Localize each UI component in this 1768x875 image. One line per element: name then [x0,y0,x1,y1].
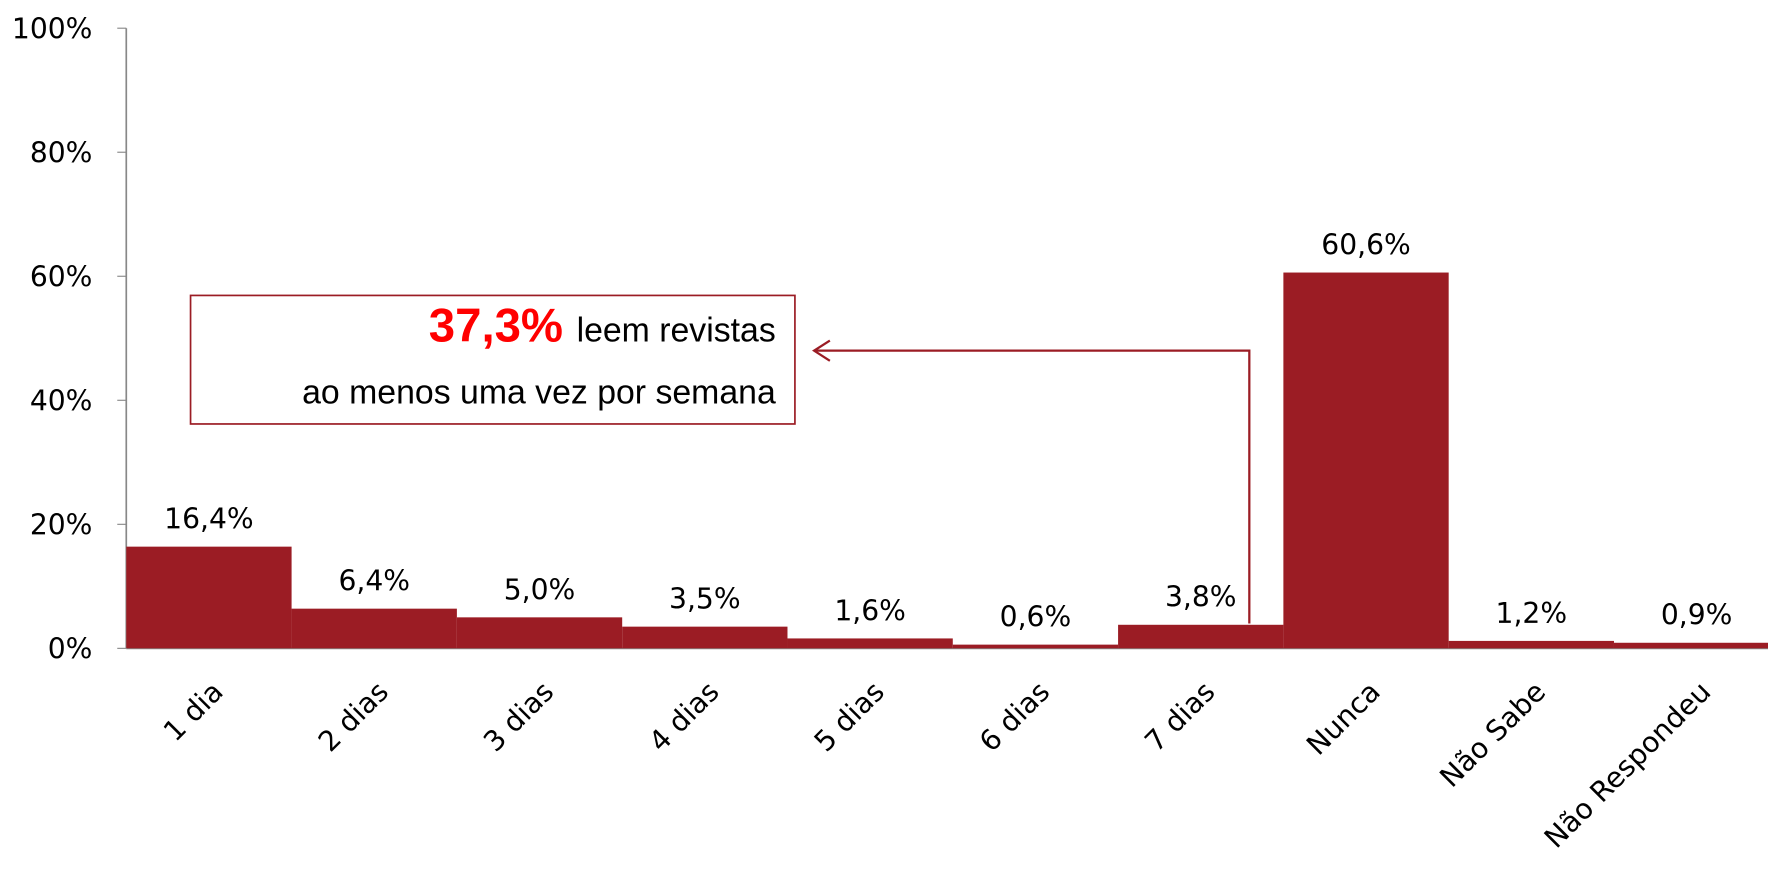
bar [1448,640,1614,649]
bar [1613,642,1768,649]
value-label: 6,4% [338,565,410,598]
bar [1118,624,1284,649]
annotation-highlight: 37,3% [429,300,563,353]
bar [622,626,788,649]
annotation-text: leem revistas [577,312,776,350]
annotation-line1: 37,3% leem revistas [429,300,776,353]
x-tick-label: 3 dias [477,675,560,758]
y-tick-label: 0% [48,633,93,666]
x-tick-label: 2 dias [312,675,395,758]
bar [952,644,1119,649]
y-tick-label: 60% [30,260,93,293]
y-tick-label: 20% [30,508,93,541]
value-label: 60,6% [1321,228,1411,261]
bar [126,546,292,649]
value-label: 3,8% [1165,581,1237,614]
y-tick-label: 100% [12,12,93,45]
x-tick-label: 6 dias [973,675,1056,758]
x-tick-label: 1 dia [157,675,230,748]
value-label: 16,4% [164,503,254,536]
x-tick-label: 5 dias [808,675,891,758]
bar [291,608,457,649]
bar [456,617,623,649]
y-tick-label: 40% [30,384,93,417]
value-label: 3,5% [669,583,741,616]
value-label: 0,9% [1661,599,1733,632]
value-label: 0,6% [1000,601,1072,634]
x-tick-label: Nunca [1300,675,1387,762]
annotation-arrow [814,349,1251,624]
annotation-line2: ao menos uma vez por semana [302,374,776,412]
y-tick-label: 80% [30,136,93,169]
value-label: 5,0% [504,573,576,606]
x-tick-label: 4 dias [642,675,725,758]
x-tick-label: 7 dias [1138,675,1221,758]
value-label: 1,2% [1496,597,1568,630]
x-tick-label: Não Sabe [1433,675,1552,794]
arrow-head [812,339,831,362]
value-label: 1,6% [834,594,906,627]
bar [787,638,953,649]
bar [1283,272,1449,649]
annotation-box [189,294,796,425]
x-tick-label: Não Respondeu [1538,675,1718,855]
